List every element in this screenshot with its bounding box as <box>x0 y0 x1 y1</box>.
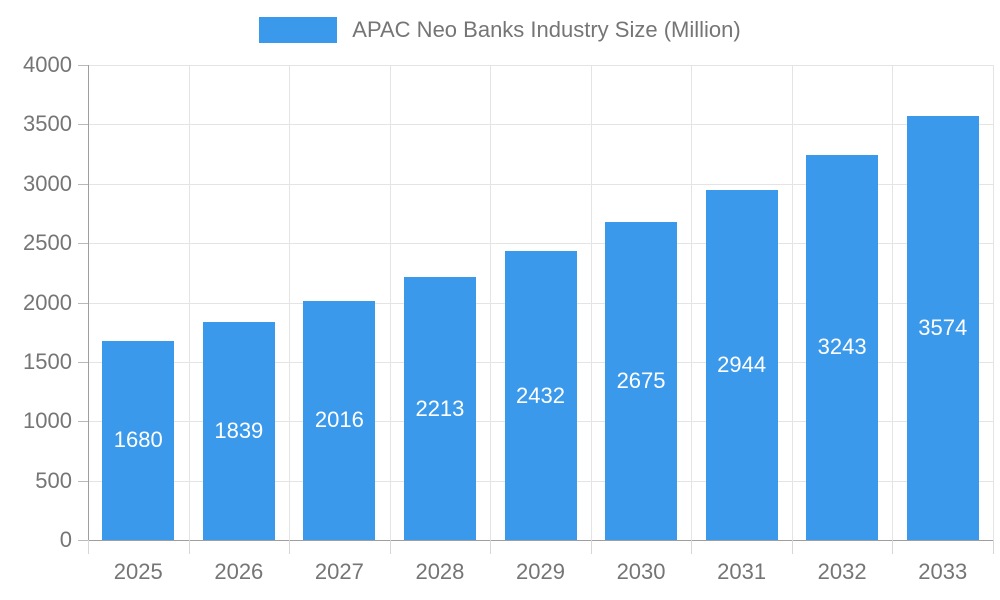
bar: 2213 <box>403 277 476 540</box>
h-gridline <box>88 243 993 245</box>
y-axis-label: 3000 <box>23 170 72 196</box>
v-gridline <box>490 65 492 540</box>
bar-value-label: 2675 <box>616 368 666 394</box>
v-gridline <box>289 65 291 540</box>
bar: 2675 <box>605 222 678 540</box>
y-axis-label: 2000 <box>23 289 72 315</box>
bar: 3574 <box>906 115 979 540</box>
v-gridline <box>993 65 994 540</box>
y-tick <box>78 302 88 304</box>
bar: 1839 <box>202 321 275 540</box>
y-axis-label: 500 <box>35 467 72 493</box>
legend-swatch[interactable] <box>259 17 338 43</box>
x-axis-label: 2025 <box>113 559 163 584</box>
bar-value-label: 3243 <box>817 334 867 360</box>
v-gridline <box>590 65 592 540</box>
bar-value-label: 2213 <box>415 395 465 421</box>
v-gridline <box>691 65 693 540</box>
x-tick <box>791 540 793 554</box>
x-axis-label: 2029 <box>516 559 565 584</box>
y-axis-label: 4000 <box>23 52 72 77</box>
h-gridline <box>88 65 993 66</box>
x-tick <box>188 540 190 554</box>
bar: 2944 <box>705 190 778 540</box>
y-axis-label: 1000 <box>23 408 72 434</box>
x-axis-label: 2031 <box>717 559 767 584</box>
y-tick <box>78 243 88 245</box>
y-tick <box>78 65 88 66</box>
h-gridline <box>88 124 993 126</box>
x-tick <box>590 540 592 554</box>
x-tick <box>892 540 894 554</box>
v-gridline <box>389 65 391 540</box>
x-tick <box>490 540 492 554</box>
v-gridline <box>791 65 793 540</box>
v-gridline <box>188 65 190 540</box>
bar-value-label: 1839 <box>214 417 264 443</box>
x-axis-label: 2028 <box>415 559 465 584</box>
chart-title[interactable]: APAC Neo Banks Industry Size (Million) <box>352 17 741 42</box>
y-axis-label: 1500 <box>23 348 72 374</box>
bar: 2016 <box>303 300 376 540</box>
chart-legend[interactable]: APAC Neo Banks Industry Size (Million) <box>0 17 1000 43</box>
x-tick <box>691 540 693 554</box>
bar-value-label: 2944 <box>717 352 767 378</box>
bar: 2432 <box>504 251 577 540</box>
y-tick <box>78 540 88 541</box>
v-gridline <box>892 65 894 540</box>
bar: 1680 <box>102 340 175 540</box>
h-gridline <box>88 183 993 185</box>
y-axis-label: 3500 <box>23 111 72 137</box>
x-axis-label: 2026 <box>214 559 264 584</box>
y-axis-label: 2500 <box>23 230 72 256</box>
bar: 3243 <box>806 154 879 540</box>
x-tick <box>993 540 994 554</box>
x-axis-label: 2033 <box>918 559 968 584</box>
bar-value-label: 1680 <box>113 427 163 453</box>
bar-value-label: 2016 <box>314 407 364 433</box>
x-tick <box>88 540 89 554</box>
x-tick <box>289 540 291 554</box>
y-axis-line <box>88 65 89 554</box>
y-axis-label: 0 <box>59 527 72 552</box>
y-tick <box>78 480 88 482</box>
y-tick <box>78 421 88 423</box>
x-axis-label: 2030 <box>616 559 666 584</box>
y-tick <box>78 183 88 185</box>
x-axis-label: 2032 <box>817 559 867 584</box>
y-tick <box>78 124 88 126</box>
x-axis-label: 2027 <box>314 559 364 584</box>
x-tick <box>389 540 391 554</box>
bar-value-label: 3574 <box>918 314 968 340</box>
bar-value-label: 2432 <box>516 382 565 408</box>
y-tick <box>78 361 88 363</box>
x-axis-line <box>88 540 993 541</box>
